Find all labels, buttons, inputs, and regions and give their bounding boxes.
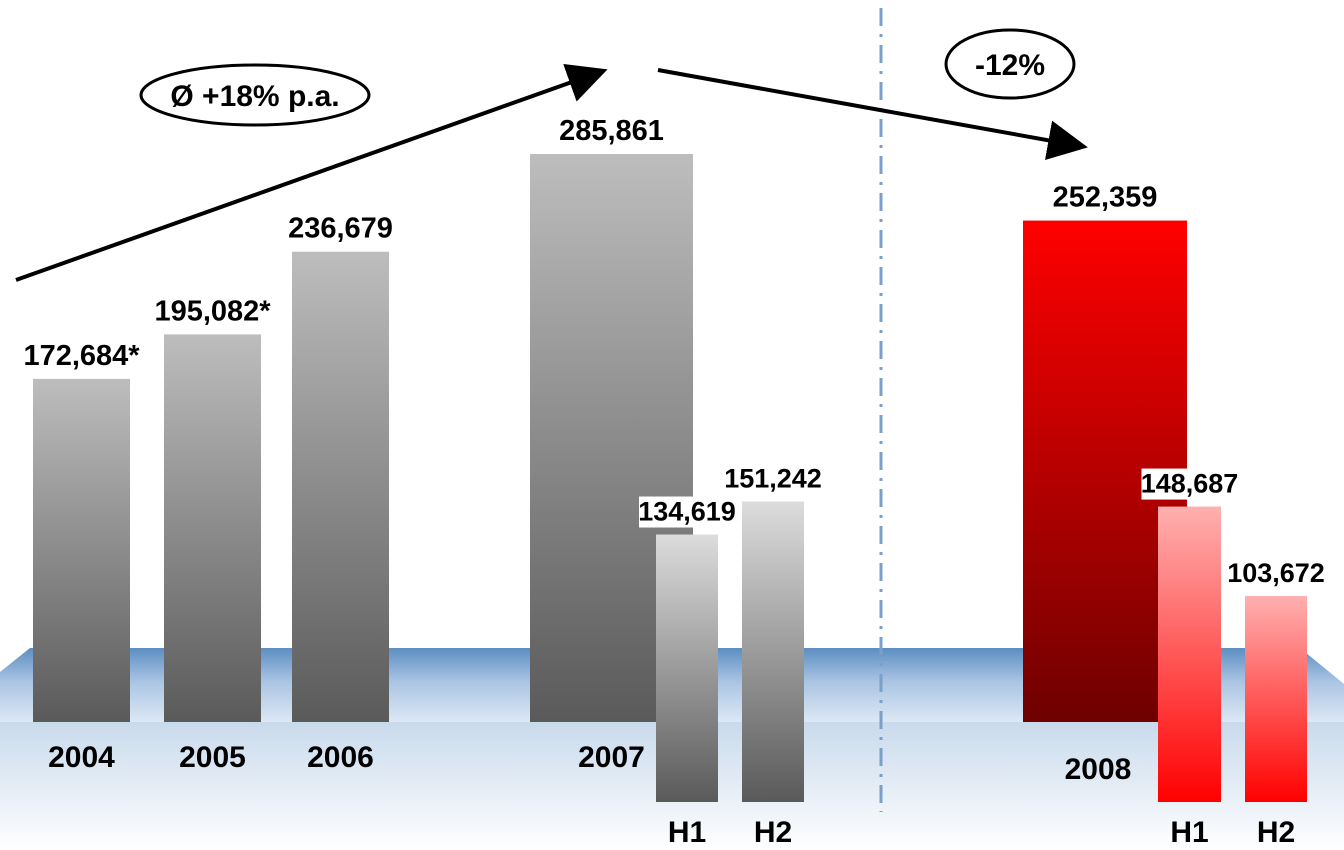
change-annotation-text: -12% — [975, 49, 1045, 82]
category-label-y2007: 2007 — [578, 741, 645, 774]
value-label-y2008h2: 103,672 — [1227, 558, 1325, 588]
value-label-y2007h2: 151,242 — [724, 463, 822, 493]
value-label-y2004: 172,684* — [23, 340, 140, 372]
bar-y2004 — [33, 379, 130, 722]
bar-y2007h1 — [656, 535, 718, 802]
category-label-y2007h1: H1 — [668, 816, 706, 849]
value-label-y2007: 285,861 — [559, 115, 664, 147]
category-label-y2007h2: H2 — [754, 816, 792, 849]
bar-y2008h1 — [1158, 507, 1221, 802]
category-label-y2008: 2008 — [1065, 753, 1132, 786]
bar-y2005 — [164, 334, 261, 722]
change-annotation: -12% — [946, 30, 1074, 98]
category-label-y2008h2: H2 — [1257, 816, 1295, 849]
bar-y2007h2 — [742, 501, 804, 802]
category-label-y2006: 2006 — [307, 741, 374, 774]
cagr-annotation: Ø +18% p.a. — [141, 65, 369, 125]
category-label-y2008h1: H1 — [1170, 816, 1208, 849]
category-label-y2004: 2004 — [48, 741, 115, 774]
category-label-y2005: 2005 — [179, 741, 246, 774]
cagr-annotation-text: Ø +18% p.a. — [170, 80, 339, 113]
value-label-y2006: 236,679 — [288, 213, 393, 245]
value-label-y2008: 252,359 — [1053, 182, 1158, 214]
value-label-y2007h1: 134,619 — [638, 497, 736, 527]
value-label-y2008h1: 148,687 — [1141, 469, 1239, 499]
value-label-y2005: 195,082* — [154, 295, 271, 327]
bar-y2008h2 — [1245, 596, 1307, 802]
bar-y2006 — [292, 252, 389, 722]
bars-layer — [33, 154, 1307, 802]
